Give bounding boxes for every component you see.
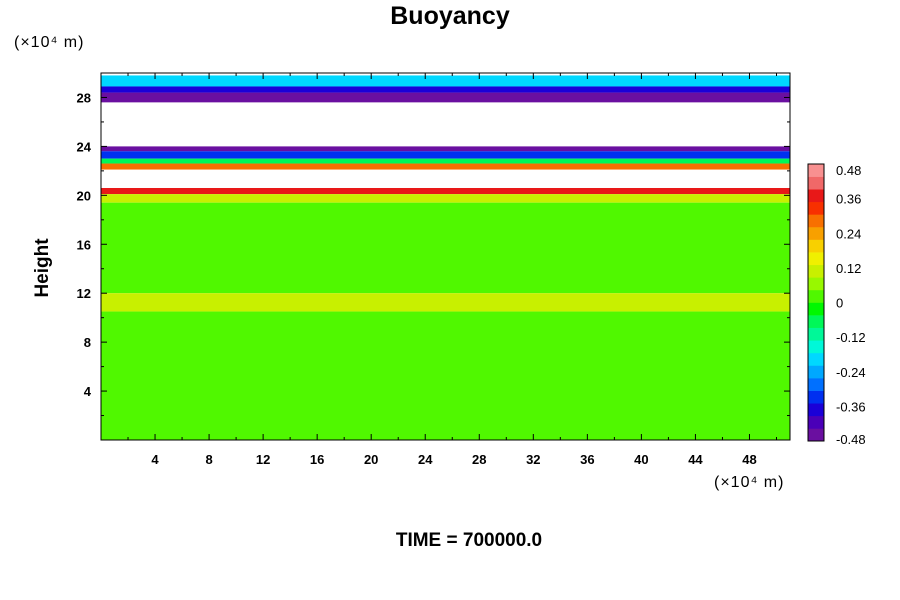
- y-tick-label: 20: [77, 188, 91, 203]
- heatmap-layer: [101, 311, 790, 440]
- x-tick-label: 28: [472, 452, 486, 467]
- x-unit-label: (×10⁴ m): [714, 474, 785, 491]
- heatmap-layer: [101, 75, 790, 87]
- y-tick-label: 24: [77, 139, 92, 154]
- x-tick-label: 32: [526, 452, 540, 467]
- x-tick-label: 12: [256, 452, 270, 467]
- colorbar-tick-label: -0.36: [836, 399, 866, 414]
- colorbar: 0.48 0.36 0.24 0.12 0 -0.12 -0.24 -0.36 -0.48: [807, 163, 866, 447]
- x-tick-label: 20: [364, 452, 378, 467]
- x-tick-label: 48: [742, 452, 756, 467]
- colorbar-tick-label: -0.48: [836, 432, 866, 447]
- y-tick-label: 28: [77, 90, 91, 105]
- colorbar-swatch: [808, 302, 824, 316]
- colorbar-tick-label: 0: [836, 296, 843, 311]
- colorbar-tick-label: 0.12: [836, 261, 861, 276]
- heatmap-layer: [101, 158, 790, 164]
- colorbar-swatch: [808, 327, 824, 341]
- y-tick-label: 12: [77, 286, 91, 301]
- colorbar-swatch: [808, 365, 824, 379]
- y-axis-ticks: 4 8 12 16 20 24 28: [77, 90, 790, 417]
- heatmap-layer: [101, 293, 790, 312]
- colorbar-swatch: [808, 289, 824, 303]
- colorbar-tick-label: 0.48: [836, 163, 861, 178]
- colorbar-swatch: [808, 415, 824, 429]
- chart-title: Buoyancy: [390, 2, 510, 30]
- x-tick-label: 4: [151, 452, 159, 467]
- y-tick-label: 4: [84, 384, 92, 399]
- x-tick-label: 24: [418, 452, 433, 467]
- colorbar-swatch: [808, 264, 824, 278]
- x-tick-label: 44: [688, 452, 703, 467]
- colorbar-swatch: [808, 277, 824, 291]
- y-tick-label: 8: [84, 335, 91, 350]
- x-tick-label: 36: [580, 452, 594, 467]
- time-label: TIME = 700000.0: [395, 530, 543, 551]
- heatmap-layer: [101, 146, 790, 152]
- colorbar-swatch: [808, 390, 824, 404]
- heatmap-layer: [101, 194, 790, 203]
- x-tick-label: 16: [310, 452, 324, 467]
- colorbar-swatch: [808, 226, 824, 240]
- plot-frame: [100, 72, 791, 441]
- colorbar-swatch: [808, 352, 824, 366]
- colorbar-tick-label: 0.24: [836, 226, 861, 241]
- colorbar-swatch: [808, 340, 824, 354]
- y-unit-label: (×10⁴ m): [14, 34, 85, 51]
- colorbar-tick-label: -0.12: [836, 330, 866, 345]
- x-tick-label: 8: [205, 452, 212, 467]
- heatmap-layer: [101, 187, 790, 195]
- colorbar-tick-label: -0.24: [836, 365, 866, 380]
- heatmap-layer: [101, 151, 790, 159]
- colorbar-swatch: [808, 189, 824, 203]
- y-tick-label: 16: [77, 237, 91, 252]
- colorbar-swatch: [808, 403, 824, 417]
- colorbar-swatch: [808, 378, 824, 391]
- x-tick-label: 40: [634, 452, 648, 467]
- x-axis-ticks: 4 8 12 16 20 24 28 32 36 40 44 48: [127, 73, 777, 467]
- heatmap-layer: [101, 169, 790, 188]
- colorbar-swatch: [808, 164, 824, 177]
- colorbar-frame: [807, 163, 825, 442]
- heatmap-layer: [101, 163, 790, 170]
- colorbar-swatch: [808, 214, 824, 228]
- colorbar-swatch: [808, 315, 824, 328]
- colorbar-swatch: [808, 428, 824, 442]
- heatmap-layer: [101, 202, 790, 294]
- colorbar-swatch: [808, 201, 824, 215]
- heatmap-field: [101, 73, 790, 440]
- colorbar-tick-label: 0.36: [836, 192, 861, 207]
- heatmap-layer: [101, 92, 790, 103]
- colorbar-swatch: [808, 176, 824, 190]
- heatmap-layer: [101, 86, 790, 93]
- colorbar-swatch: [808, 239, 824, 253]
- colorbar-swatch: [808, 252, 824, 266]
